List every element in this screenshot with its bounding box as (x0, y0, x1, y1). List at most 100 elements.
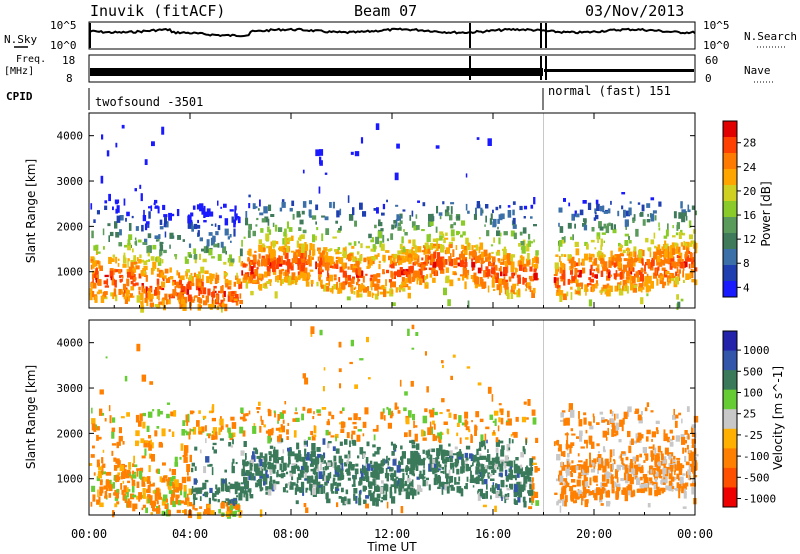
echo-cell (410, 450, 414, 459)
echo-cell (669, 252, 674, 259)
echo-cell (281, 268, 284, 272)
echo-cell (312, 234, 316, 243)
echo-cell (614, 285, 619, 292)
echo-cell (499, 440, 504, 444)
echo-cell (627, 410, 630, 417)
echo-cell (234, 481, 239, 489)
echo-cell (283, 247, 287, 250)
echo-cell (95, 260, 100, 265)
echo-cell (265, 486, 269, 491)
echo-cell (268, 204, 272, 211)
echo-cell (473, 272, 477, 279)
echo-cell (588, 299, 593, 307)
echo-cell (395, 476, 399, 479)
echo-cell (570, 280, 572, 284)
echo-cell (532, 287, 536, 294)
echo-cell (463, 257, 468, 261)
echo-cell (291, 200, 295, 206)
echo-cell (624, 468, 629, 474)
echo-cell (127, 480, 131, 484)
echo-cell (221, 501, 225, 509)
echo-cell (657, 244, 661, 250)
echo-cell (292, 213, 295, 220)
echo-cell (357, 429, 362, 432)
echo-cell (244, 272, 249, 276)
echo-cell (171, 431, 175, 437)
echo-cell (628, 236, 630, 240)
echo-cell (339, 266, 343, 273)
echo-cell (556, 439, 560, 446)
echo-cell (370, 239, 375, 243)
echo-cell (268, 229, 272, 235)
echo-cell (581, 284, 583, 290)
echo-cell (500, 258, 503, 262)
echo-cell (409, 440, 413, 443)
echo-cell (370, 274, 374, 278)
echo-cell (624, 480, 629, 484)
echo-cell (215, 431, 218, 438)
echo-cell (421, 229, 425, 232)
echo-cell (444, 237, 449, 240)
echo-cell (140, 193, 143, 202)
echo-cell (489, 218, 493, 225)
echo-cell (291, 272, 296, 279)
echo-cell (594, 493, 598, 501)
echo-cell (675, 414, 679, 419)
echo-cell (529, 483, 532, 490)
echo-cell (586, 489, 590, 494)
echo-cell (561, 273, 566, 281)
echo-cell (419, 470, 422, 475)
noise-panel (88, 21, 696, 50)
echo-cell (337, 247, 341, 251)
echo-cell (490, 213, 493, 221)
echo-cell (628, 255, 631, 260)
echo-cell (594, 212, 597, 215)
echo-cell (269, 281, 272, 286)
echo-cell (326, 442, 330, 449)
echo-cell (493, 430, 495, 435)
echo-cell (683, 240, 686, 246)
echo-cell (91, 274, 94, 279)
echo-cell (138, 273, 142, 279)
echo-cell (559, 255, 561, 263)
echo-cell (442, 201, 445, 205)
echo-cell (203, 213, 206, 218)
echo-cell (591, 285, 594, 293)
echo-cell (403, 229, 405, 232)
echo-cell (571, 433, 576, 436)
echo-cell (602, 284, 607, 289)
echo-cell (184, 509, 187, 515)
echo-cell (472, 278, 475, 283)
echo-cell (392, 497, 394, 503)
echo-cell (428, 245, 430, 250)
echo-cell (112, 510, 115, 518)
echo-cell (140, 438, 145, 444)
echo-cell (431, 463, 434, 468)
echo-cell (299, 235, 302, 242)
echo-cell (673, 408, 675, 416)
echo-cell (683, 211, 687, 217)
echo-cell (359, 447, 364, 455)
echo-cell (115, 294, 118, 302)
echo-cell (633, 273, 636, 277)
colorbar-tick-label: -500 (743, 471, 770, 484)
echo-cell (383, 415, 386, 421)
echo-cell (432, 238, 437, 242)
echo-cell (460, 251, 463, 255)
echo-cell (523, 500, 527, 508)
echo-cell (199, 253, 201, 260)
echo-cell (606, 289, 610, 297)
echo-cell (627, 249, 630, 254)
echo-cell (272, 449, 275, 457)
y-tick-label: 4000 (57, 130, 84, 143)
echo-cell (646, 285, 651, 292)
x-tick-label: 16:00 (475, 527, 511, 541)
echo-cell (329, 265, 334, 268)
echo-cell (407, 275, 411, 283)
echo-cell (475, 466, 480, 474)
echo-cell (252, 426, 257, 434)
echo-cell (411, 221, 416, 228)
echo-cell (527, 240, 532, 247)
echo-cell (564, 500, 567, 507)
echo-cell (153, 202, 156, 206)
